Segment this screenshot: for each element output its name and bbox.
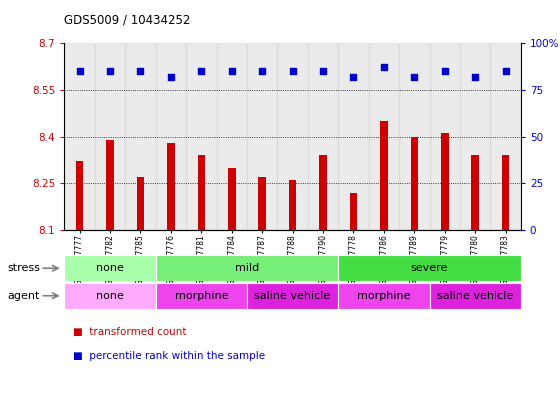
Bar xyxy=(258,177,266,230)
Text: stress: stress xyxy=(7,263,40,273)
Point xyxy=(288,68,297,74)
Bar xyxy=(247,283,338,309)
Bar xyxy=(277,43,308,230)
Point xyxy=(166,74,175,80)
Bar xyxy=(338,43,368,230)
Bar xyxy=(338,283,430,309)
Point xyxy=(380,64,389,71)
Text: ■  transformed count: ■ transformed count xyxy=(73,327,186,337)
Text: saline vehicle: saline vehicle xyxy=(437,291,514,301)
Bar xyxy=(368,43,399,230)
Bar xyxy=(186,43,217,230)
Bar xyxy=(76,162,83,230)
Bar xyxy=(289,180,296,230)
Bar xyxy=(349,193,357,230)
Bar xyxy=(167,143,175,230)
Bar xyxy=(430,43,460,230)
Bar xyxy=(217,43,247,230)
Bar xyxy=(95,43,125,230)
Bar xyxy=(64,255,156,281)
Bar xyxy=(430,283,521,309)
Bar xyxy=(64,283,156,309)
Text: none: none xyxy=(96,263,124,273)
Bar xyxy=(491,43,521,230)
Bar xyxy=(460,43,491,230)
Bar xyxy=(156,283,247,309)
Bar xyxy=(198,155,205,230)
Bar xyxy=(380,121,388,230)
Text: saline vehicle: saline vehicle xyxy=(254,291,331,301)
Text: severe: severe xyxy=(411,263,448,273)
Bar xyxy=(410,136,418,230)
Point xyxy=(319,68,328,74)
Bar xyxy=(247,43,277,230)
Bar xyxy=(472,155,479,230)
Text: ■  percentile rank within the sample: ■ percentile rank within the sample xyxy=(73,351,265,361)
Bar xyxy=(441,134,449,230)
Point xyxy=(227,68,236,74)
Point xyxy=(470,74,479,80)
Point xyxy=(197,68,206,74)
Point xyxy=(105,68,115,74)
Bar xyxy=(319,155,327,230)
Point xyxy=(410,74,419,80)
Text: morphine: morphine xyxy=(175,291,228,301)
Bar xyxy=(106,140,114,230)
Text: agent: agent xyxy=(7,291,40,301)
Bar xyxy=(502,155,510,230)
Point xyxy=(501,68,510,74)
Point xyxy=(258,68,267,74)
Bar xyxy=(125,43,156,230)
Point xyxy=(349,74,358,80)
Text: GDS5009 / 10434252: GDS5009 / 10434252 xyxy=(64,14,191,27)
Bar xyxy=(228,168,236,230)
Point xyxy=(440,68,449,74)
Bar xyxy=(156,255,338,281)
Text: morphine: morphine xyxy=(357,291,410,301)
Text: none: none xyxy=(96,291,124,301)
Bar xyxy=(137,177,144,230)
Bar xyxy=(338,255,521,281)
Bar xyxy=(308,43,338,230)
Bar xyxy=(156,43,186,230)
Point xyxy=(75,68,84,74)
Bar xyxy=(64,43,95,230)
Bar xyxy=(399,43,430,230)
Text: mild: mild xyxy=(235,263,259,273)
Point xyxy=(136,68,145,74)
